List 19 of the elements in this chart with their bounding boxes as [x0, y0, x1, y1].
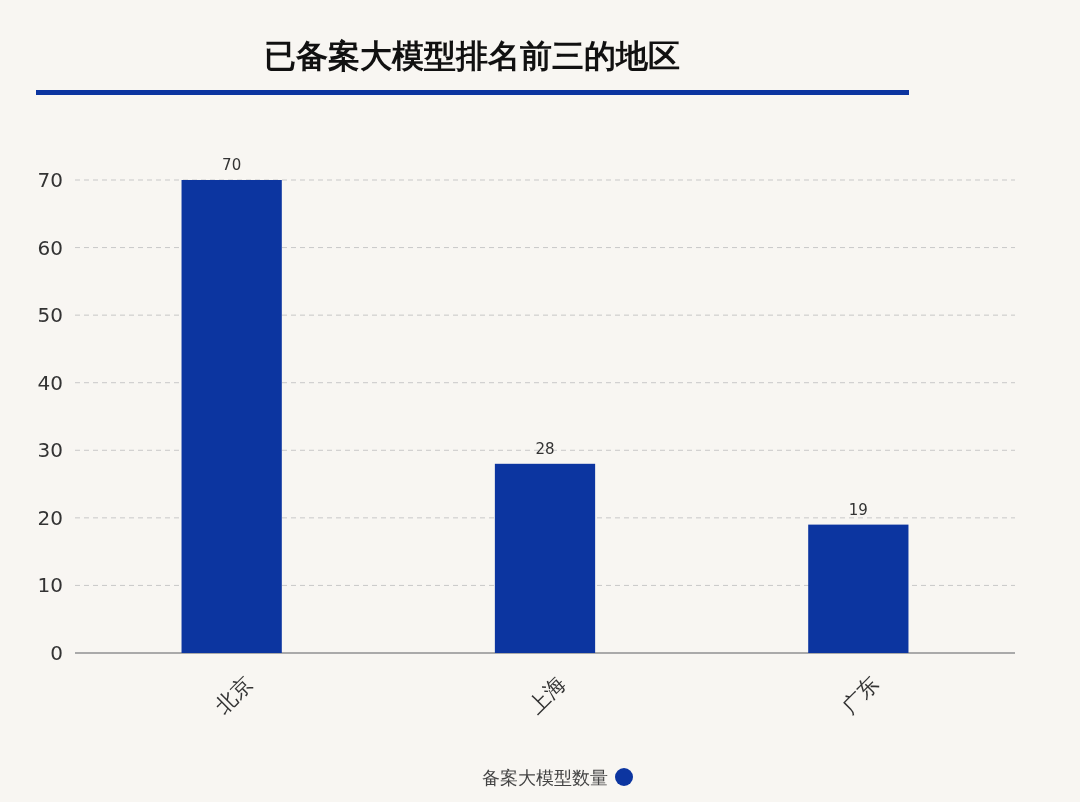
y-tick-label: 60 [37, 235, 63, 260]
y-tick-label: 0 [50, 641, 63, 665]
y-tick-label: 20 [37, 505, 63, 530]
legend-label: 备案大模型数量 [482, 767, 608, 788]
x-tick-label: 北京 [210, 671, 258, 719]
bar [181, 180, 282, 653]
x-tick-label: 上海 [523, 671, 571, 719]
y-tick-label: 40 [37, 370, 63, 395]
bar [494, 463, 596, 653]
data-label: 19 [848, 500, 868, 519]
bar [808, 524, 909, 653]
y-tick-label: 50 [37, 303, 63, 328]
x-tick-label: 广东 [837, 671, 884, 719]
chart-title: 已备案大模型排名前三的地区 [264, 37, 680, 75]
data-label: 28 [535, 439, 555, 458]
y-tick-label: 70 [37, 168, 63, 192]
y-tick-label: 10 [37, 573, 63, 598]
data-label: 70 [222, 156, 242, 174]
y-tick-label: 30 [37, 438, 63, 463]
